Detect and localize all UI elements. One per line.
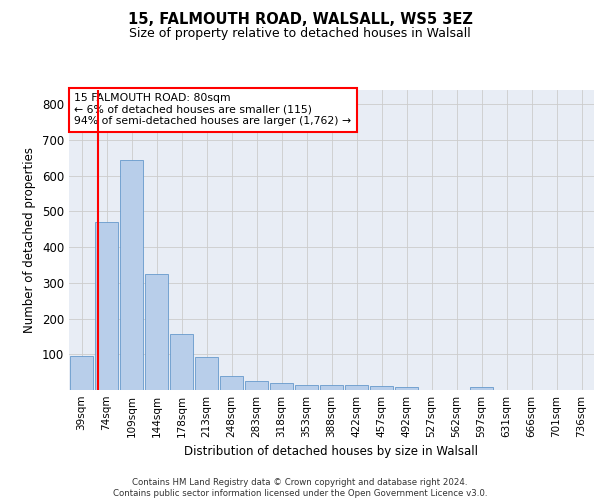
Bar [370, 386, 394, 390]
Text: Contains HM Land Registry data © Crown copyright and database right 2024.
Contai: Contains HM Land Registry data © Crown c… [113, 478, 487, 498]
Bar [395, 387, 418, 390]
X-axis label: Distribution of detached houses by size in Walsall: Distribution of detached houses by size … [185, 446, 479, 458]
Bar [145, 274, 169, 390]
Text: 15 FALMOUTH ROAD: 80sqm
← 6% of detached houses are smaller (115)
94% of semi-de: 15 FALMOUTH ROAD: 80sqm ← 6% of detached… [74, 93, 352, 126]
Bar [170, 334, 193, 390]
Bar [220, 376, 244, 390]
Bar [344, 386, 368, 390]
Bar [245, 381, 268, 390]
Bar [295, 384, 319, 390]
Bar [119, 160, 143, 390]
Bar [470, 387, 493, 390]
Bar [70, 356, 94, 390]
Bar [320, 384, 343, 390]
Bar [95, 222, 118, 390]
Bar [194, 357, 218, 390]
Text: Size of property relative to detached houses in Walsall: Size of property relative to detached ho… [129, 28, 471, 40]
Text: 15, FALMOUTH ROAD, WALSALL, WS5 3EZ: 15, FALMOUTH ROAD, WALSALL, WS5 3EZ [128, 12, 472, 28]
Y-axis label: Number of detached properties: Number of detached properties [23, 147, 37, 333]
Bar [269, 383, 293, 390]
